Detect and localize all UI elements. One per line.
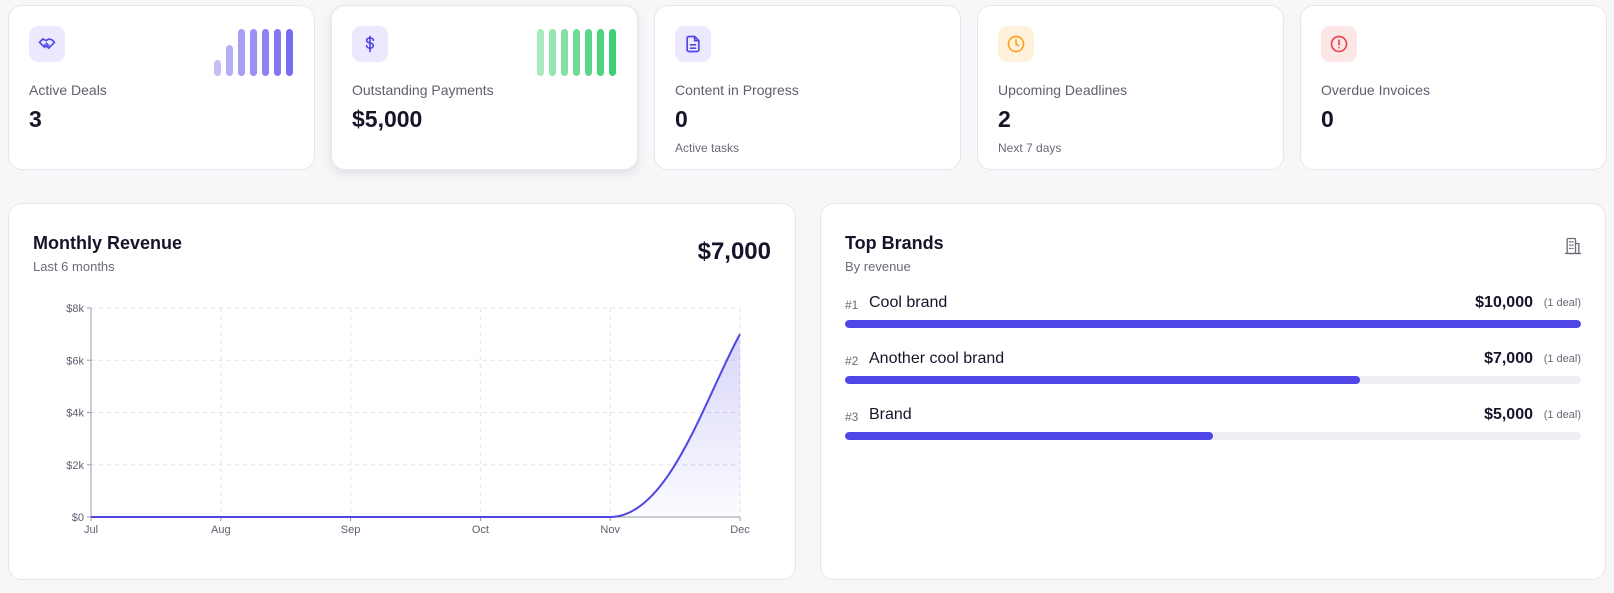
stat-card-content-in-progress[interactable]: Content in Progress 0 Active tasks	[654, 5, 961, 170]
card-subtitle: Last 6 months	[33, 259, 115, 274]
brand-row[interactable]: #1 Cool brand $10,000 (1 deal)	[845, 294, 1581, 336]
x-tick-label: Jul	[84, 524, 98, 536]
brand-progress-fill	[845, 432, 1213, 440]
brand-row[interactable]: #2 Another cool brand $7,000 (1 deal)	[845, 350, 1581, 392]
stat-sub: Next 7 days	[998, 141, 1062, 155]
y-tick-label: $4k	[66, 408, 84, 420]
payment-bars	[537, 29, 616, 76]
stat-label: Outstanding Payments	[352, 82, 494, 98]
stat-value: 3	[29, 106, 42, 132]
brand-progress-track	[845, 376, 1581, 384]
brand-amount: $5,000	[1484, 406, 1533, 423]
top-brands-card: Top Brands By revenue #1 Cool brand $10,…	[820, 203, 1606, 580]
monthly-revenue-card: Monthly Revenue Last 6 months $7,000 $0 $…	[8, 203, 796, 580]
stat-label: Overdue Invoices	[1321, 82, 1430, 98]
clock-icon	[998, 26, 1034, 62]
brand-rank: #3	[845, 410, 859, 424]
alert-circle-icon	[1321, 26, 1357, 62]
stat-card-overdue-invoices[interactable]: Overdue Invoices 0	[1300, 5, 1607, 170]
brand-row[interactable]: #3 Brand $5,000 (1 deal)	[845, 406, 1581, 448]
stat-value: 0	[1321, 106, 1334, 132]
x-tick-label: Dec	[730, 524, 750, 536]
document-icon	[675, 26, 711, 62]
brand-progress-fill	[845, 320, 1581, 328]
brand-progress-fill	[845, 376, 1361, 384]
stat-sub: Active tasks	[675, 141, 740, 155]
stat-value: $5,000	[352, 106, 423, 132]
revenue-chart[interactable]: $0 $2k $4k $6k $8k Jul Aug Sep Oct Nov Dec	[9, 204, 797, 581]
brand-amount: $7,000	[1484, 350, 1533, 367]
stat-label: Upcoming Deadlines	[998, 82, 1128, 98]
brand-rank: #1	[845, 298, 859, 312]
revenue-area	[91, 334, 740, 517]
brand-name: Cool brand	[869, 294, 948, 311]
brand-deals: (1 deal)	[1543, 297, 1581, 309]
revenue-total: $7,000	[697, 238, 771, 265]
stat-label: Active Deals	[29, 82, 107, 98]
brand-name: Another cool brand	[869, 350, 1005, 367]
card-title: Monthly Revenue	[33, 233, 183, 253]
stat-card-outstanding-payments[interactable]: Outstanding Payments $5,000	[331, 5, 638, 170]
building-icon[interactable]	[1563, 236, 1583, 261]
brand-rank: #2	[845, 354, 859, 368]
brand-amount: $10,000	[1475, 294, 1533, 311]
y-tick-label: $6k	[66, 355, 84, 367]
x-tick-label: Aug	[211, 524, 231, 536]
stat-value: 2	[998, 106, 1011, 132]
y-tick-label: $8k	[66, 303, 84, 315]
revenue-line	[91, 333, 741, 518]
stat-label: Content in Progress	[675, 82, 799, 98]
dollar-icon	[352, 26, 388, 62]
stat-card-active-deals[interactable]: Active Deals 3	[8, 5, 315, 170]
brand-deals: (1 deal)	[1543, 409, 1581, 421]
handshake-icon	[29, 26, 65, 62]
activity-bars	[214, 29, 293, 76]
brand-progress-track	[845, 320, 1581, 328]
y-tick-label: $0	[72, 512, 84, 524]
stat-card-upcoming-deadlines[interactable]: Upcoming Deadlines 2 Next 7 days	[977, 5, 1284, 170]
card-title: Top Brands	[845, 233, 944, 253]
stat-value: 0	[675, 106, 688, 132]
brand-progress-track	[845, 432, 1581, 440]
x-tick-label: Oct	[472, 524, 489, 536]
x-tick-label: Nov	[600, 524, 620, 536]
y-tick-label: $2k	[66, 460, 84, 472]
brand-deals: (1 deal)	[1543, 353, 1581, 365]
x-tick-label: Sep	[341, 524, 361, 536]
brand-name: Brand	[869, 406, 912, 423]
card-subtitle: By revenue	[845, 259, 911, 274]
